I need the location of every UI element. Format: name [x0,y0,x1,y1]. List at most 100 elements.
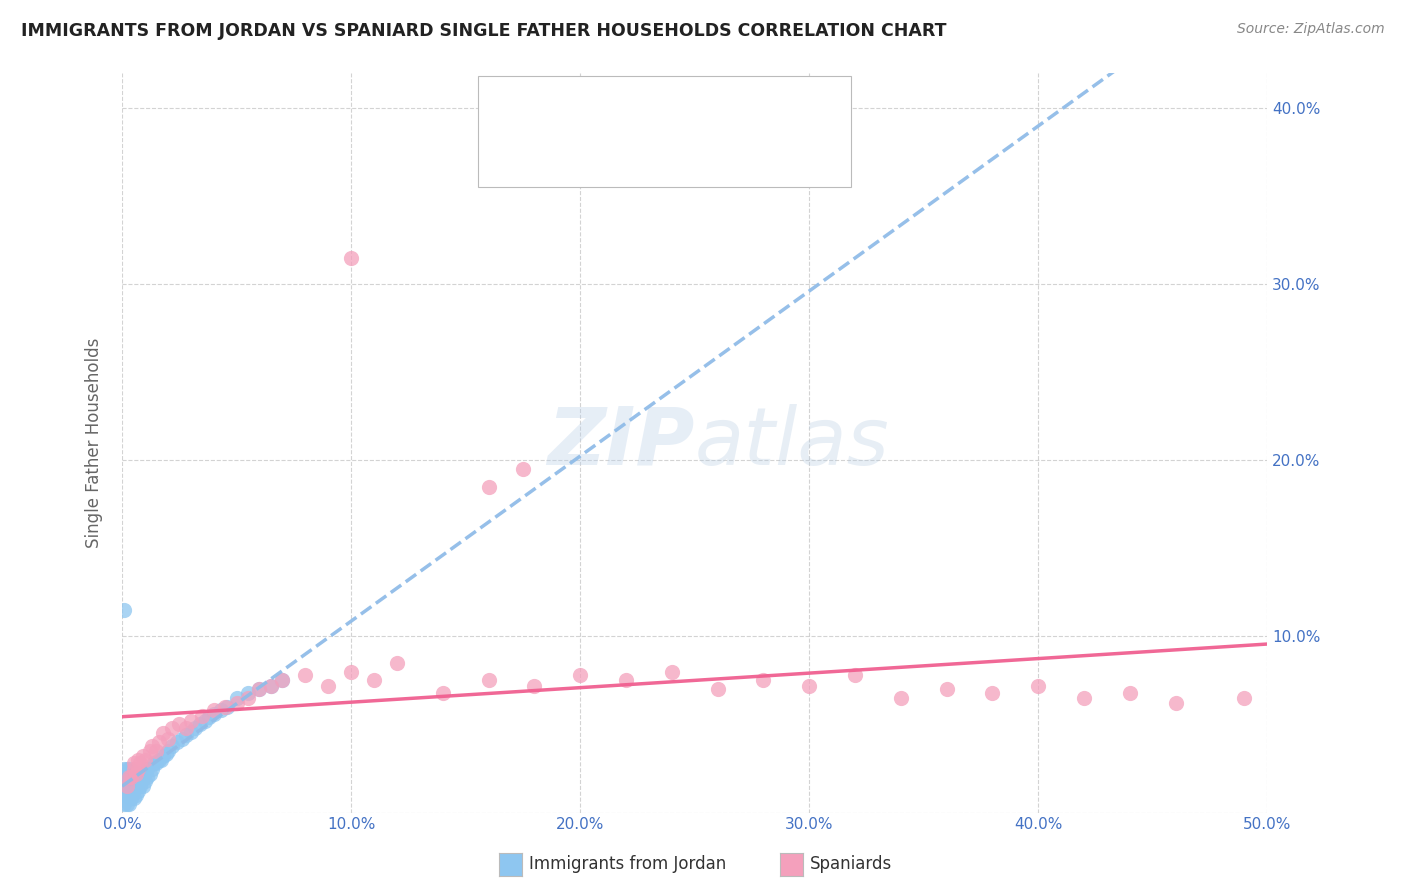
Point [799,679,821,693]
Point [271,673,294,688]
Point [127,762,149,776]
Text: R =  0.442: R = 0.442 [546,142,641,160]
Point [112,788,135,802]
Point [193,714,215,728]
Point [166,735,188,749]
Point [169,717,191,731]
Point [122,791,145,805]
Point [148,735,170,749]
Point [752,673,775,688]
Text: atlas: atlas [695,404,890,482]
Text: Spaniards: Spaniards [810,855,891,873]
Point [184,721,207,735]
Point [156,731,179,746]
Point [191,708,214,723]
Point [340,665,363,679]
Point [523,679,546,693]
Point [120,782,142,797]
Point [249,682,271,697]
Point [120,770,142,784]
Point [127,784,149,798]
Point [225,691,247,706]
Point [340,251,363,265]
Point [122,756,145,771]
Point [112,770,135,784]
Point [118,797,141,811]
Point [1073,691,1095,706]
Point [209,703,232,717]
Point [115,779,138,793]
Point [127,753,149,767]
Point [122,762,145,776]
Point [131,770,153,784]
Point [127,766,149,780]
Point [120,773,142,788]
Point [122,773,145,788]
Point [844,668,866,682]
Point [115,770,138,784]
Text: IMMIGRANTS FROM JORDAN VS SPANIARD SINGLE FATHER HOUSEHOLDS CORRELATION CHART: IMMIGRANTS FROM JORDAN VS SPANIARD SINGL… [21,22,946,40]
Point [134,765,156,780]
Point [136,762,159,776]
Point [363,673,385,688]
Point [512,462,534,476]
Point [112,603,135,617]
Point [214,699,236,714]
Point [120,765,142,780]
Point [236,691,259,706]
Point [115,797,138,811]
Point [156,744,179,758]
Point [155,747,177,762]
Point [217,699,239,714]
Point [260,679,283,693]
Point [981,686,1004,700]
Point [129,779,152,793]
Point [152,726,174,740]
Point [180,724,202,739]
Point [174,728,197,742]
Point [170,731,193,746]
Text: N = 64: N = 64 [675,103,742,120]
Point [141,762,163,776]
Point [115,788,138,802]
Point [127,775,149,789]
Text: Immigrants from Jordan: Immigrants from Jordan [529,855,725,873]
Point [131,749,153,764]
Point [180,714,202,728]
Point [131,779,153,793]
Point [1233,691,1256,706]
Text: Source: ZipAtlas.com: Source: ZipAtlas.com [1237,22,1385,37]
Point [249,682,271,697]
Point [125,770,148,784]
Point [260,679,283,693]
Point [202,706,225,721]
Point [138,766,160,780]
Point [122,782,145,797]
Point [145,756,167,771]
Point [236,686,259,700]
Point [569,668,592,682]
Text: ZIP: ZIP [547,404,695,482]
Point [1026,679,1049,693]
Point [202,703,225,717]
Point [890,691,912,706]
Point [477,480,499,494]
Point [294,668,316,682]
Point [122,765,145,780]
Point [112,779,135,793]
Y-axis label: Single Father Households: Single Father Households [86,337,103,548]
Point [112,762,135,776]
Point [129,770,152,784]
Point [115,762,138,776]
Text: R =  0.180: R = 0.180 [546,103,641,120]
Point [141,739,163,753]
Point [271,673,294,688]
Point [136,770,159,784]
Point [1119,686,1142,700]
Point [118,770,141,784]
Point [129,756,152,771]
Point [935,682,957,697]
Point [477,673,499,688]
Point [174,721,197,735]
Point [138,744,160,758]
